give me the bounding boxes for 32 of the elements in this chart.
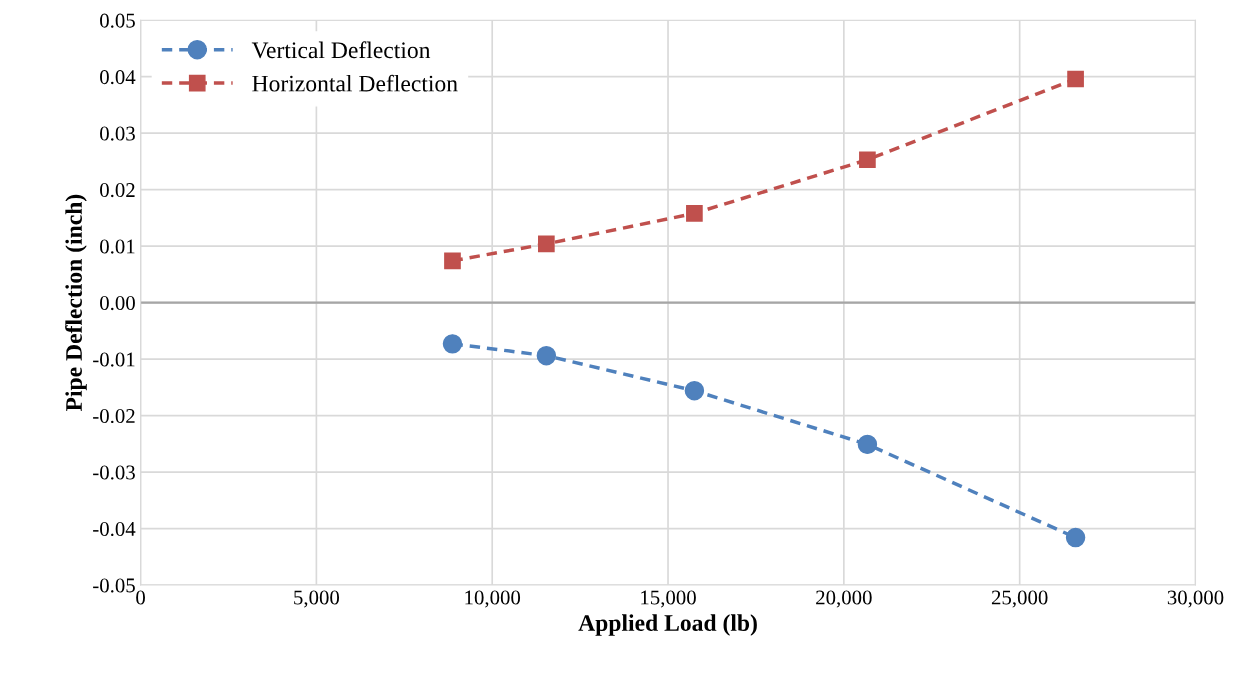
y-axis-title: Pipe Deflection (inch) — [65, 194, 87, 412]
point — [444, 252, 461, 270]
point — [536, 345, 557, 366]
y-tick-label: -0.05 — [93, 578, 135, 593]
y-tick-label: 0.02 — [100, 183, 135, 198]
x-tick-label: 0 — [136, 590, 145, 605]
y-tick-label: 0.04 — [100, 70, 136, 85]
x-tick-label: 15,000 — [641, 590, 696, 608]
y-tick-label: 0.01 — [100, 239, 135, 254]
point — [684, 381, 705, 401]
point — [859, 151, 876, 169]
point — [1067, 70, 1084, 88]
x-tick-label: 20,000 — [816, 590, 872, 608]
y-tick-label: -0.01 — [93, 352, 135, 367]
point — [857, 434, 878, 455]
y-tick-label: -0.02 — [93, 408, 135, 424]
y-tick-label: 0.05 — [100, 13, 135, 28]
x-tick-label: 25,000 — [991, 590, 1048, 608]
y-tick-label: -0.04 — [93, 521, 136, 537]
point — [1065, 527, 1086, 548]
x-axis-title: Applied Load (lb) — [578, 614, 757, 636]
point — [538, 235, 555, 253]
x-tick-label: 5,000 — [294, 590, 340, 608]
y-tick-label: 0.00 — [100, 296, 135, 311]
y-tick-label: -0.03 — [93, 465, 135, 480]
x-tick-label: 10,000 — [465, 590, 521, 608]
point — [442, 334, 463, 354]
legend-label: Horizontal Deflection — [252, 74, 458, 92]
x-tick-label: 30,000 — [1167, 590, 1224, 608]
legend-label: Vertical Deflection — [251, 41, 431, 59]
y-tick-label: 0.03 — [100, 126, 135, 141]
point — [686, 205, 703, 222]
